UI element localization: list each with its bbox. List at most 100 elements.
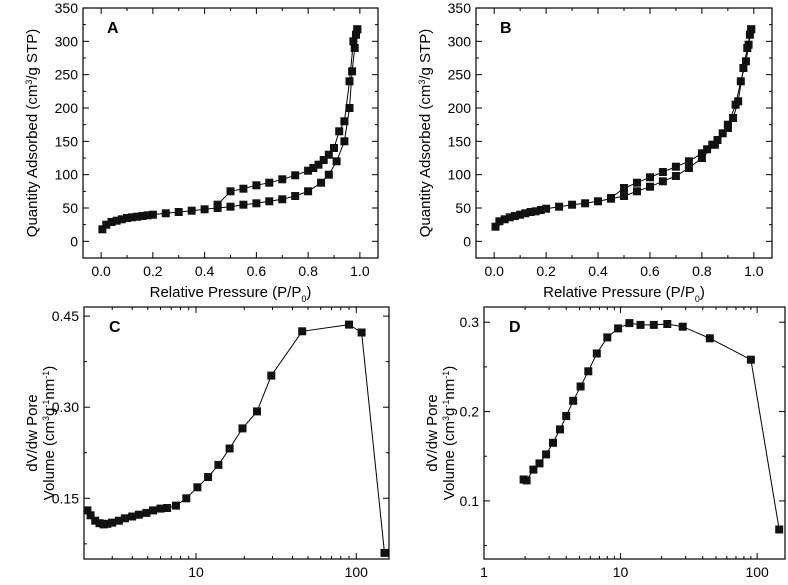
data-point: [495, 217, 504, 226]
axis-label-part: -1: [441, 400, 451, 408]
data-point: [636, 320, 645, 329]
data-point: [291, 192, 300, 200]
data-point: [123, 214, 131, 222]
data-point: [156, 504, 165, 513]
axis-label-part: 3: [417, 80, 427, 85]
data-point: [510, 212, 519, 220]
series-line-desorption: [217, 29, 358, 206]
y-axis-label-line2: Volume (cm3g-1nm-1): [441, 366, 458, 500]
series-line-pore-size-distribution: [523, 322, 780, 530]
data-point: [340, 137, 349, 146]
data-point: [718, 129, 727, 138]
data-point: [95, 519, 104, 528]
data-point: [658, 168, 667, 176]
y-tick-label: 150: [55, 133, 79, 149]
data-point: [542, 204, 551, 213]
data-point: [239, 184, 248, 193]
data-point: [500, 215, 509, 224]
data-point: [746, 355, 755, 364]
data-point: [723, 124, 732, 132]
data-point: [252, 181, 261, 190]
x-tick-label: 0.8: [298, 263, 318, 279]
data-point: [697, 154, 706, 162]
data-point: [112, 216, 121, 225]
data-point: [581, 199, 590, 208]
data-point: [569, 396, 578, 405]
data-point: [705, 334, 714, 343]
data-point: [345, 77, 354, 86]
data-point: [134, 510, 143, 519]
data-point: [182, 494, 191, 503]
x-tick-label: 0.4: [588, 263, 608, 279]
data-point: [102, 220, 111, 229]
data-point: [531, 207, 540, 216]
axis-label-part: 3: [24, 80, 34, 85]
data-point: [149, 506, 158, 515]
x-tick-label: 0.8: [692, 263, 712, 279]
data-point: [108, 518, 117, 527]
y-axis-label-line1: dV/dw Pore: [24, 394, 41, 472]
axis-label-part: -1: [441, 371, 451, 379]
plot-frame: [83, 306, 390, 560]
data-point: [491, 222, 500, 231]
data-point: [526, 208, 535, 216]
data-point: [568, 200, 577, 209]
y-tick-label: 300: [55, 33, 79, 49]
data-point: [357, 328, 366, 337]
data-point: [304, 166, 313, 175]
axis-label-part: 0: [695, 294, 700, 304]
data-point: [107, 218, 116, 226]
data-point: [265, 178, 274, 187]
data-point: [226, 187, 235, 196]
data-point: [697, 149, 706, 158]
data-point: [529, 465, 538, 474]
data-point: [556, 425, 564, 434]
series-line-adsorption: [102, 29, 358, 230]
data-point: [658, 177, 667, 186]
data-point: [522, 476, 531, 485]
data-point: [620, 192, 628, 200]
data-point: [649, 320, 658, 329]
data-point: [708, 140, 717, 149]
x-tick-label: 100: [745, 564, 769, 580]
data-point: [775, 525, 784, 534]
data-point: [633, 178, 641, 187]
data-point: [549, 438, 557, 447]
y-axis-label-line2: Volume (cm3g-1nm-1): [41, 366, 58, 500]
axis-label-part: Relative Pressure (P/P: [150, 284, 302, 301]
axis-label-part: g: [441, 408, 458, 416]
data-point: [142, 508, 151, 517]
data-point: [187, 206, 196, 215]
data-point: [584, 367, 593, 376]
panel-a-isotherm-chart: 0.0 0.2 0.4 0.6 0.8 1.0 0 50 100 150 200 250 300 350 R…: [24, 0, 379, 304]
y-tick-label: 50: [62, 200, 78, 216]
x-tick-label: 1.0: [744, 263, 764, 279]
y-tick-label: 350: [55, 0, 79, 16]
x-tick-label: 0.0: [484, 263, 504, 279]
axis-label-part: 0: [301, 294, 306, 304]
data-point: [607, 194, 615, 202]
data-point: [713, 136, 722, 144]
data-point: [204, 473, 213, 481]
axis-label-part: 3: [41, 416, 51, 421]
y-tick-label: 250: [55, 67, 79, 83]
x-axis-label: Relative Pressure (P/P0): [150, 284, 312, 304]
data-point: [625, 319, 634, 328]
data-point: [298, 327, 307, 336]
y-tick-label: 0: [70, 233, 78, 249]
x-tick-label: 10: [188, 564, 204, 580]
data-point: [317, 178, 326, 187]
data-point: [576, 382, 585, 391]
data-point: [633, 187, 641, 196]
data-point: [734, 97, 743, 106]
data-point: [309, 164, 318, 172]
y-tick-label: 200: [448, 100, 472, 116]
y-tick-label: 350: [448, 0, 472, 16]
x-tick-label: 0.4: [195, 263, 215, 279]
data-point: [267, 371, 276, 380]
data-point: [128, 213, 137, 222]
y-tick-label: 0.45: [52, 308, 79, 324]
data-point: [521, 209, 530, 218]
